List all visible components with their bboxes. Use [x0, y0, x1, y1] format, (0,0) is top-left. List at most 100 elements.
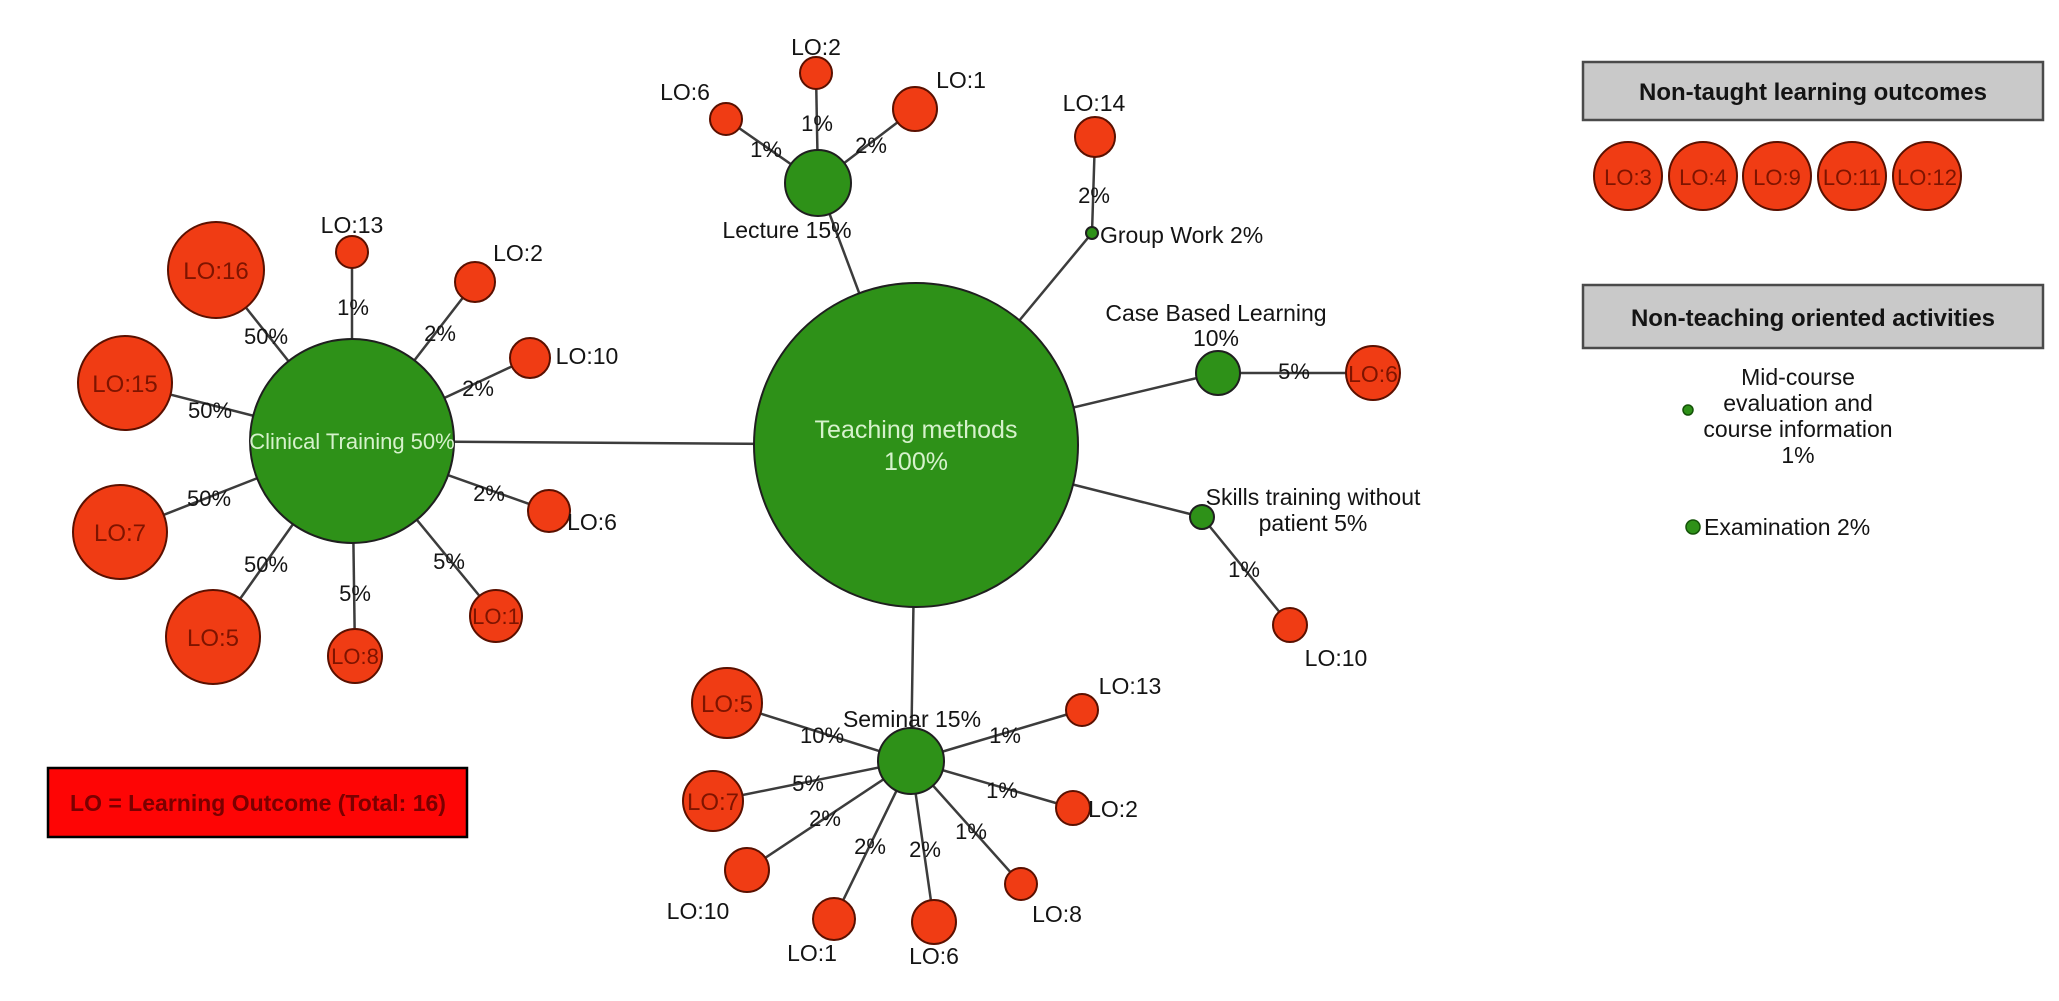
- node-seminar-lo6: [911, 899, 957, 945]
- label-legend-lo9: LO:9: [1753, 165, 1801, 190]
- node-lecture: [784, 149, 852, 217]
- node-examination: [1685, 519, 1701, 535]
- pct-seminar-lo13: 1%: [989, 723, 1021, 748]
- node-seminar-lo2: [1055, 790, 1091, 826]
- midcourse-label-line4: 1%: [1781, 442, 1814, 468]
- node-legend-lo9: [1742, 141, 1812, 211]
- legend-nonteaching-box: [1581, 283, 2045, 350]
- inside-lo-labels: LO:16 LO:15 LO:7 LO:5 LO:1 LO:8 LO:5 LO:…: [92, 258, 1398, 816]
- casebased-label-line2: 10%: [1193, 325, 1239, 351]
- lecture-pct-labels: 1% 1% 2%: [750, 111, 887, 162]
- seminar-lo-nodes: [682, 667, 1099, 945]
- pct-casebased-lo6: 5%: [1278, 359, 1310, 384]
- clinical-lo-nodes: [72, 221, 571, 685]
- pct-seminar-lo2: 1%: [986, 778, 1018, 803]
- pct-lecture-lo1: 2%: [855, 133, 887, 158]
- node-clinical-lo1: [469, 589, 523, 643]
- node-clinical-lo2: [454, 261, 496, 303]
- midcourse-label-line3: course information: [1703, 416, 1892, 442]
- midcourse-label-line2: evaluation and: [1723, 390, 1873, 416]
- note-box: [46, 766, 469, 839]
- node-skills: [1189, 504, 1215, 530]
- node-seminar-lo1: [812, 897, 856, 941]
- node-clinical-lo6: [527, 489, 571, 533]
- label-legend-lo11: LO:11: [1823, 165, 1881, 190]
- pct-clinical-lo10: 2%: [462, 376, 494, 401]
- node-skills-lo10: [1272, 607, 1308, 643]
- pct-clinical-lo1: 5%: [433, 549, 465, 574]
- pct-groupwork-lo14: 2%: [1078, 183, 1110, 208]
- label-clinical-lo15: LO:15: [92, 371, 157, 398]
- label-skills-lo10: LO:10: [1305, 645, 1368, 671]
- label-clinical-lo6: LO:6: [567, 509, 617, 535]
- label-seminar-lo2: LO:2: [1088, 796, 1138, 822]
- pct-clinical-lo5: 50%: [244, 552, 288, 577]
- legend-nontaught-nodes: LO:3 LO:4 LO:9 LO:11 LO:12: [1593, 141, 1962, 211]
- node-seminar: [877, 727, 945, 795]
- label-seminar-lo8: LO:8: [1032, 901, 1082, 927]
- seminar-pct-labels: 10% 5% 2% 2% 2% 1% 1% 1%: [792, 723, 1021, 862]
- node-clinical-lo16: [167, 221, 265, 319]
- node-lecture-lo2: [799, 56, 833, 90]
- pct-clinical-lo7: 50%: [187, 486, 231, 511]
- legend-nontaught-box: [1581, 60, 2045, 122]
- pct-clinical-lo8: 5%: [339, 581, 371, 606]
- label-clinical-lo10: LO:10: [556, 343, 619, 369]
- node-teaching-methods: [753, 282, 1079, 608]
- node-lecture-lo6: [709, 102, 743, 136]
- label-legend-lo12: LO:12: [1897, 165, 1957, 190]
- label-seminar-lo6: LO:6: [909, 943, 959, 969]
- label-seminar-lo5: LO:5: [701, 691, 753, 718]
- label-clinical-lo1: LO:1: [472, 604, 520, 629]
- label-seminar-lo7: LO:7: [687, 789, 739, 816]
- pct-lecture-lo2: 1%: [801, 111, 833, 136]
- node-midcourse: [1682, 404, 1694, 416]
- label-clinical-lo2: LO:2: [493, 240, 543, 266]
- pct-seminar-lo8: 1%: [955, 819, 987, 844]
- pct-lecture-lo6: 1%: [750, 137, 782, 162]
- node-clinical-lo8: [327, 628, 383, 684]
- node-legend-lo3: [1593, 141, 1663, 211]
- outside-lo-labels: LO:13 LO:2 LO:10 LO:6 LO:6 LO:2 LO:1 LO:…: [321, 34, 1368, 969]
- node-clinical-lo5: [165, 589, 261, 685]
- label-groupwork-lo14: LO:14: [1063, 90, 1126, 116]
- node-seminar-lo13: [1065, 693, 1099, 727]
- label-clinical-lo5: LO:5: [187, 625, 239, 652]
- node-clinical-lo15: [77, 335, 173, 431]
- pct-seminar-lo7: 5%: [792, 771, 824, 796]
- legend-nontaught-title: Non-taught learning outcomes: [1639, 79, 1987, 106]
- casebased-label-line1: Case Based Learning: [1105, 300, 1326, 326]
- label-lecture-lo6: LO:6: [660, 79, 710, 105]
- node-groupwork: [1085, 226, 1099, 240]
- pct-seminar-lo10: 2%: [809, 806, 841, 831]
- pct-seminar-lo6: 2%: [909, 837, 941, 862]
- pct-seminar-lo5: 10%: [800, 723, 844, 748]
- label-lecture-lo1: LO:1: [936, 67, 986, 93]
- label-legend-lo3: LO:3: [1604, 165, 1652, 190]
- node-clinical-training: [249, 338, 455, 544]
- node-clinical-lo10: [509, 337, 551, 379]
- clinical-label: Clinical Training 50%: [249, 429, 454, 454]
- node-legend-lo11: [1817, 141, 1887, 211]
- label-casebased-lo6: LO:6: [1348, 361, 1398, 387]
- midcourse-label-line1: Mid-course: [1741, 364, 1855, 390]
- label-clinical-lo13: LO:13: [321, 212, 384, 238]
- node-legend-lo12: [1892, 141, 1962, 211]
- label-seminar-lo13: LO:13: [1099, 673, 1162, 699]
- node-groupwork-lo14: [1074, 116, 1116, 158]
- node-clinical-lo7: [72, 484, 168, 580]
- pct-seminar-lo1: 2%: [854, 834, 886, 859]
- pct-clinical-lo2: 2%: [424, 321, 456, 346]
- label-clinical-lo16: LO:16: [183, 258, 248, 285]
- label-clinical-lo8: LO:8: [331, 644, 379, 669]
- node-clinical-lo13: [335, 235, 369, 269]
- teaching-label-line1: Teaching methods: [815, 416, 1018, 444]
- node-legend-lo4: [1668, 141, 1738, 211]
- pct-clinical-lo16: 50%: [244, 324, 288, 349]
- node-casebased-lo6: [1345, 345, 1401, 401]
- node-seminar-lo7: [682, 770, 744, 832]
- lecture-lo-nodes: [709, 56, 938, 136]
- label-seminar-lo1: LO:1: [787, 940, 837, 966]
